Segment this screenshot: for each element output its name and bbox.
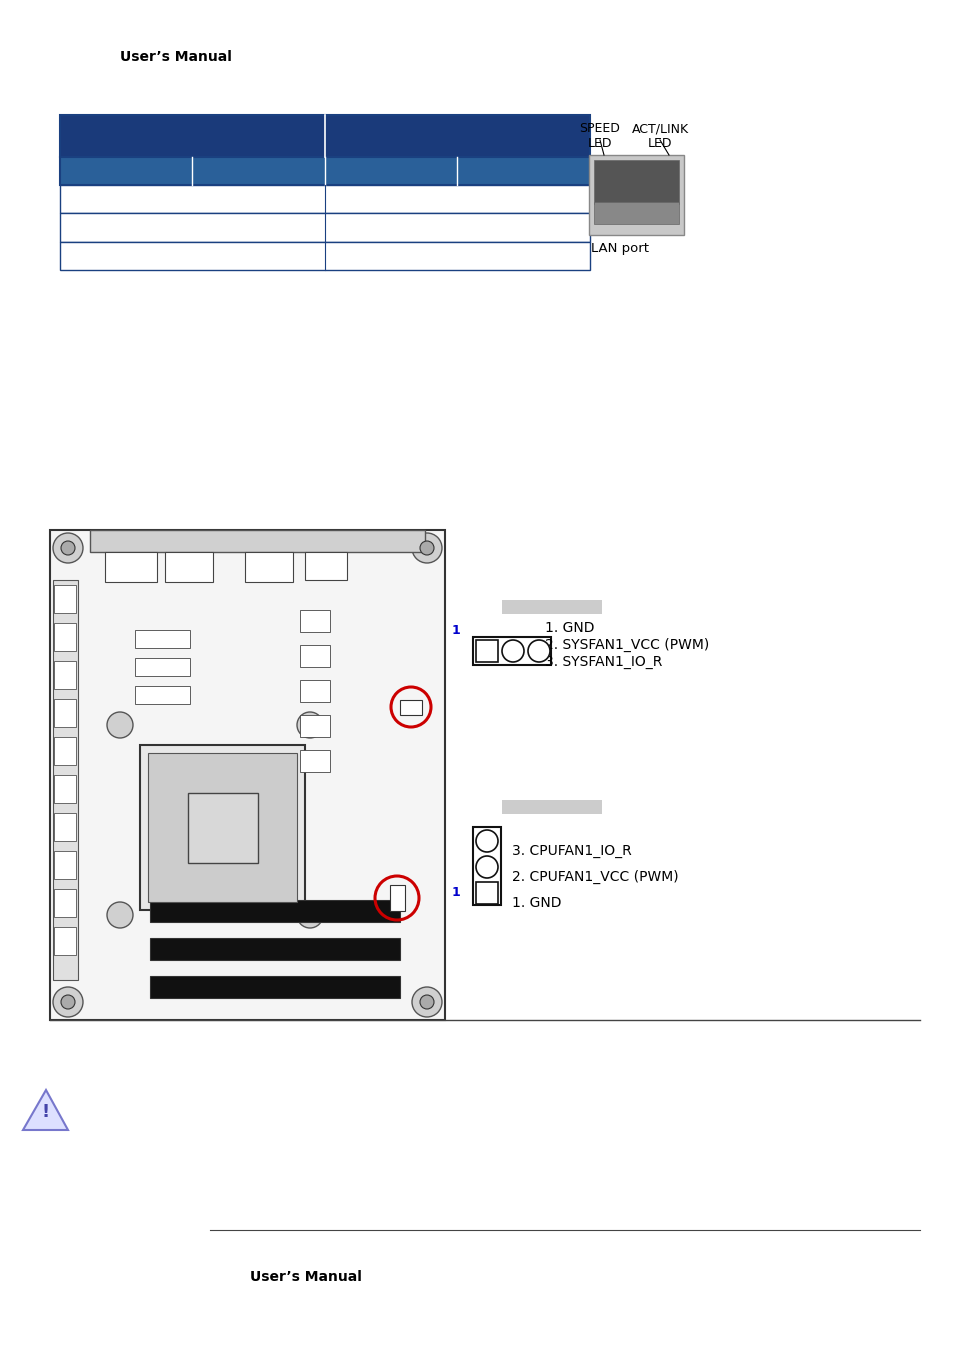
Bar [60, 185, 589, 213]
Circle shape [107, 711, 132, 738]
Bar [54, 585, 76, 613]
Bar [105, 552, 157, 582]
Bar [54, 775, 76, 803]
Bar [150, 938, 399, 960]
Circle shape [412, 533, 441, 563]
Bar [140, 745, 305, 910]
Bar [299, 645, 330, 667]
Bar [60, 115, 589, 157]
Bar [50, 531, 444, 1021]
Bar [54, 737, 76, 765]
Text: 3. SYSFAN1_IO_R: 3. SYSFAN1_IO_R [544, 655, 661, 670]
Bar [53, 580, 78, 980]
Bar [90, 531, 424, 552]
Bar [60, 242, 589, 270]
Bar [594, 202, 679, 224]
Bar [150, 900, 399, 922]
Bar [473, 637, 551, 666]
Bar [150, 976, 399, 998]
Text: 1: 1 [451, 624, 459, 636]
Bar [54, 927, 76, 954]
Text: User’s Manual: User’s Manual [120, 50, 232, 63]
Circle shape [296, 902, 323, 927]
Bar [54, 662, 76, 688]
Circle shape [53, 987, 83, 1017]
Text: 3. CPUFAN1_IO_R: 3. CPUFAN1_IO_R [512, 844, 631, 859]
Text: 1. GND: 1. GND [512, 896, 561, 910]
Circle shape [296, 711, 323, 738]
Text: User’s Manual: User’s Manual [250, 1270, 361, 1284]
Text: 2. CPUFAN1_VCC (PWM): 2. CPUFAN1_VCC (PWM) [512, 869, 678, 884]
Bar [305, 552, 347, 580]
Text: SPEED
LED: SPEED LED [579, 122, 619, 150]
Bar [54, 622, 76, 651]
Circle shape [476, 856, 497, 878]
Bar [476, 882, 497, 905]
Bar [60, 157, 589, 185]
Bar [594, 161, 679, 204]
Circle shape [61, 995, 75, 1008]
Text: 1: 1 [451, 887, 459, 899]
Bar [245, 552, 293, 582]
Bar [299, 751, 330, 772]
Bar [148, 753, 296, 902]
Bar [299, 680, 330, 702]
Bar [188, 792, 257, 863]
Bar [299, 716, 330, 737]
Text: 1. GND: 1. GND [544, 621, 594, 634]
Circle shape [476, 830, 497, 852]
Bar [54, 813, 76, 841]
Text: !: ! [42, 1103, 50, 1120]
Bar [588, 155, 683, 235]
Circle shape [527, 640, 550, 662]
Bar [54, 699, 76, 728]
Circle shape [107, 902, 132, 927]
Bar [54, 890, 76, 917]
Bar [299, 610, 330, 632]
Circle shape [419, 995, 434, 1008]
Circle shape [419, 541, 434, 555]
Bar [476, 640, 497, 662]
Circle shape [501, 640, 523, 662]
Polygon shape [23, 1089, 68, 1130]
Bar [165, 552, 213, 582]
Bar [60, 213, 589, 242]
Text: LAN port: LAN port [590, 242, 648, 255]
Circle shape [412, 987, 441, 1017]
Circle shape [61, 541, 75, 555]
Bar [390, 886, 405, 911]
Text: ACT/LINK
LED: ACT/LINK LED [631, 122, 688, 150]
Bar [135, 686, 190, 703]
Circle shape [53, 533, 83, 563]
Bar [501, 801, 601, 814]
Bar [473, 828, 500, 904]
Bar [501, 599, 601, 614]
Bar [135, 657, 190, 676]
Bar [54, 850, 76, 879]
Text: 2. SYSFAN1_VCC (PWM): 2. SYSFAN1_VCC (PWM) [544, 639, 708, 652]
Bar [399, 701, 421, 716]
Bar [135, 630, 190, 648]
